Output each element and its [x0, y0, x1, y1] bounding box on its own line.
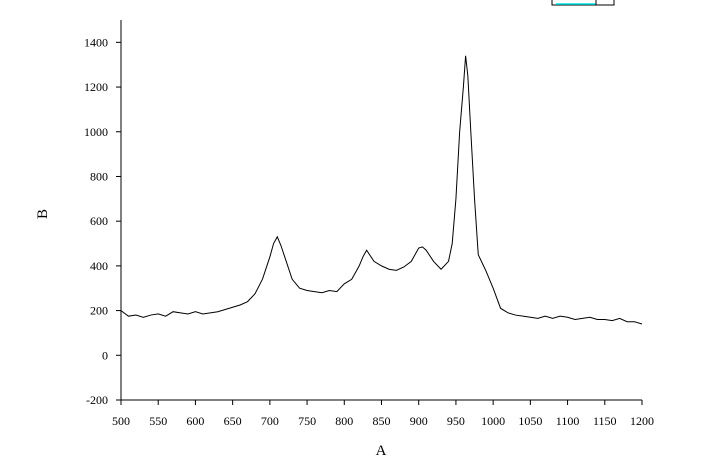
- x-tick-label: 700: [261, 414, 279, 428]
- y-axis-label: B: [35, 209, 51, 219]
- y-tick-label: 600: [90, 214, 108, 228]
- data-line: [120, 55, 643, 325]
- x-tick-label: 900: [410, 414, 428, 428]
- x-tick-label: 600: [186, 414, 204, 428]
- x-tick-label: 500: [112, 414, 130, 428]
- y-tick-label: 200: [90, 304, 108, 318]
- y-tick-label: 0: [102, 348, 108, 362]
- legend-box: [551, 0, 615, 6]
- x-axis-label: A: [376, 443, 387, 459]
- x-tick-label: 1050: [518, 414, 542, 428]
- x-tick-label: 1150: [593, 414, 617, 428]
- x-tick-label: 1200: [630, 414, 654, 428]
- x-tick-label: 850: [373, 414, 391, 428]
- y-tick-label: 400: [90, 259, 108, 273]
- y-tick-label: -200: [86, 393, 108, 407]
- x-tick-label: 550: [149, 414, 167, 428]
- x-tick-label: 1000: [481, 414, 505, 428]
- y-tick-label: 1400: [84, 35, 108, 49]
- x-tick-label: 950: [447, 414, 465, 428]
- x-tick-label: 800: [335, 414, 353, 428]
- y-tick-label: 1200: [84, 80, 108, 94]
- x-tick-label: 750: [298, 414, 316, 428]
- y-tick-label: 800: [90, 169, 108, 183]
- y-tick-label: 1000: [84, 125, 108, 139]
- x-tick-label: 650: [224, 414, 242, 428]
- x-tick-label: 1100: [556, 414, 580, 428]
